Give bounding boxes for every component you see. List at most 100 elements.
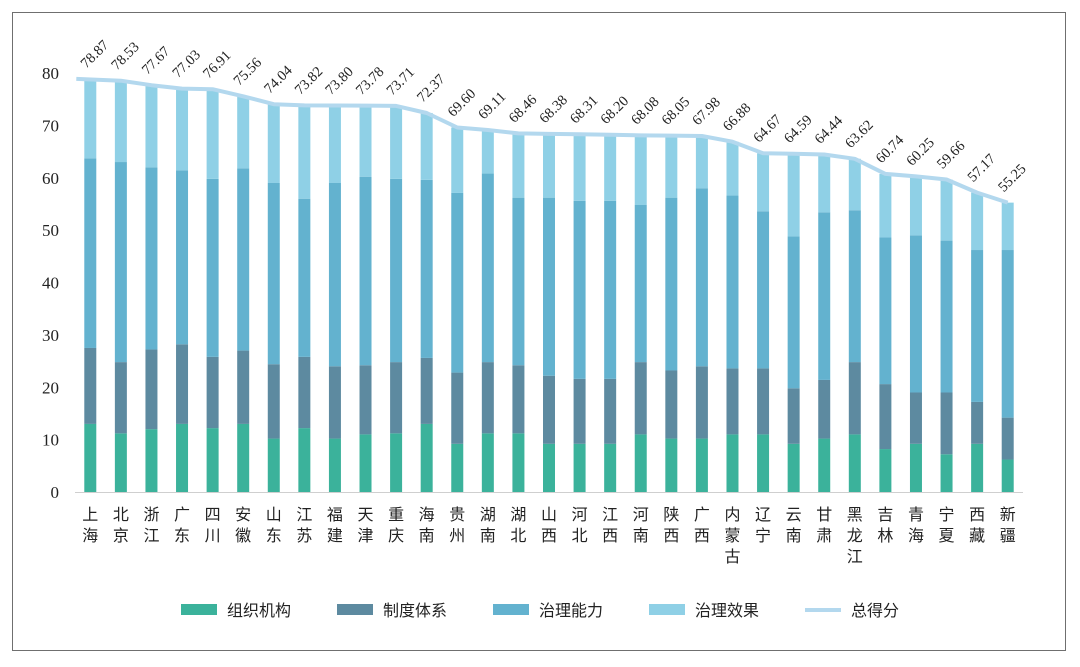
bar-segment [665,197,678,371]
total-score-line [76,76,1009,205]
y-tick-label: 60 [42,169,59,188]
bar-segment [298,356,311,429]
y-tick-label: 30 [42,326,59,345]
y-tick-label: 40 [42,274,59,293]
bar-segment [328,182,341,367]
bar-segment [176,170,189,345]
bar-segment [84,347,97,424]
bar-segment [787,153,800,237]
bar-segment [818,379,831,439]
total-data-label: 55.25 [995,161,1029,195]
category-label: 河南 [633,505,649,545]
legend-swatch [649,604,685,615]
bar-segment [695,188,708,367]
bar-segment [237,168,250,351]
bar-segment [940,240,953,393]
bar-segment [328,366,341,439]
bar-segment [909,235,922,393]
y-tick-label: 80 [42,64,59,83]
bar-segment [206,356,219,429]
bar-segment [757,434,770,492]
bar-segment [695,438,708,492]
bar-segment [481,173,494,363]
category-label: 西藏 [969,505,985,545]
total-data-label: 68.31 [567,93,601,127]
bar-segment [237,350,250,424]
category-label: 山东 [266,505,282,545]
bar-segment [634,362,647,435]
bar-segment [695,366,708,439]
category-label: 福建 [327,505,343,545]
bar-segment [328,438,341,492]
category-labels: 上海北京浙江广东四川安徽山东江苏福建天津重庆海南贵州湖南湖北山西河北江西河南陕西… [82,505,1015,566]
bar-segment [543,443,555,492]
bar-segment [84,158,97,348]
bar-segment [451,127,464,193]
category-label: 重庆 [388,505,404,545]
bar-segment [848,210,861,363]
category-label: 海南 [419,505,435,545]
bars [84,78,1014,492]
total-data-label: 59.66 [934,138,968,172]
total-data-label: 73.71 [384,64,418,98]
y-tick-label: 50 [42,221,59,240]
bar-segment [237,96,250,169]
category-label: 湖北 [510,505,526,545]
bar-segment [267,182,280,365]
total-data-label: 78.53 [108,39,142,73]
bar-segment [726,368,739,435]
bar-segment [879,449,892,492]
bar-segment [298,428,311,492]
bar-segment [634,135,647,205]
total-data-label: 78.87 [78,37,112,71]
bar-segment [481,362,494,434]
bar-segment [1001,202,1014,251]
legend-label: 制度体系 [383,601,447,620]
category-label: 山西 [541,505,557,545]
bar-segment [634,434,647,492]
bar-segment [512,433,525,492]
bar-segment [176,344,189,424]
category-label: 青海 [908,505,924,545]
bar-segment [114,162,127,363]
total-data-label: 73.78 [353,64,387,98]
bar-segment [114,362,127,434]
bar-segment [145,349,158,430]
total-data-label: 64.67 [751,112,785,146]
bar-segment [604,200,617,379]
legend: 组织机构 制度体系 治理能力 治理效果 总得分 [181,601,899,620]
bar-segment [359,105,372,177]
bar-segment [848,434,861,492]
total-data-label: 68.46 [506,92,540,126]
category-label: 黑龙江 [847,505,863,566]
bar-segment [206,428,219,492]
legend-label: 总得分 [851,601,899,620]
stacked-bar-chart: 0 10 20 30 40 50 60 70 80 78.8778.5377.6777.0376… [42,37,1030,620]
bar-segment [390,362,403,434]
legend-label: 治理能力 [539,601,603,620]
bar-segment [848,362,861,435]
bar-segment [359,365,372,435]
legend-swatch [493,604,529,615]
legend-swatch [181,604,217,615]
bar-segment [114,433,127,492]
category-label: 新疆 [1000,505,1016,545]
bar-segment [787,388,800,444]
total-data-label: 75.56 [231,55,265,89]
total-data-label: 73.80 [322,64,356,98]
bar-segment [420,357,433,424]
bar-segment [818,438,831,492]
bar-segment [726,141,739,196]
total-data-label: 77.67 [139,44,173,78]
category-label: 四川 [205,505,221,545]
bar-segment [328,105,341,183]
bar-segment [543,197,555,376]
total-data-label: 76.91 [200,48,234,82]
bar-segment [176,423,189,492]
legend-label: 组织机构 [227,601,291,620]
bar-segment [176,88,189,171]
bar-segment [481,433,494,492]
bar-segment [390,178,403,363]
total-data-label: 68.08 [628,94,662,128]
bar-segment [573,134,586,201]
